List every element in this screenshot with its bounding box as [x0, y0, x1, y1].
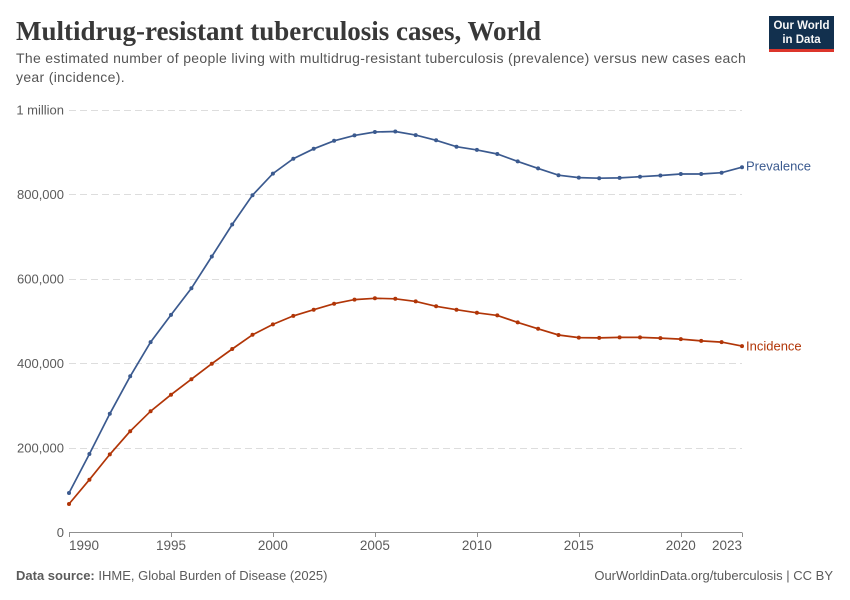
svg-text:1995: 1995	[156, 538, 186, 553]
svg-text:800,000: 800,000	[17, 187, 64, 202]
svg-text:2015: 2015	[564, 538, 594, 553]
svg-text:1990: 1990	[69, 538, 99, 553]
svg-text:1 million: 1 million	[16, 103, 64, 118]
svg-text:2020: 2020	[666, 538, 696, 553]
svg-text:2010: 2010	[462, 538, 492, 553]
svg-text:Prevalence: Prevalence	[746, 159, 811, 174]
svg-text:2000: 2000	[258, 538, 288, 553]
svg-text:Incidence: Incidence	[746, 338, 802, 353]
svg-text:2023: 2023	[712, 538, 742, 553]
svg-text:0: 0	[57, 525, 64, 540]
svg-text:2005: 2005	[360, 538, 390, 553]
svg-text:400,000: 400,000	[17, 356, 64, 371]
svg-text:600,000: 600,000	[17, 272, 64, 287]
svg-text:200,000: 200,000	[17, 441, 64, 456]
